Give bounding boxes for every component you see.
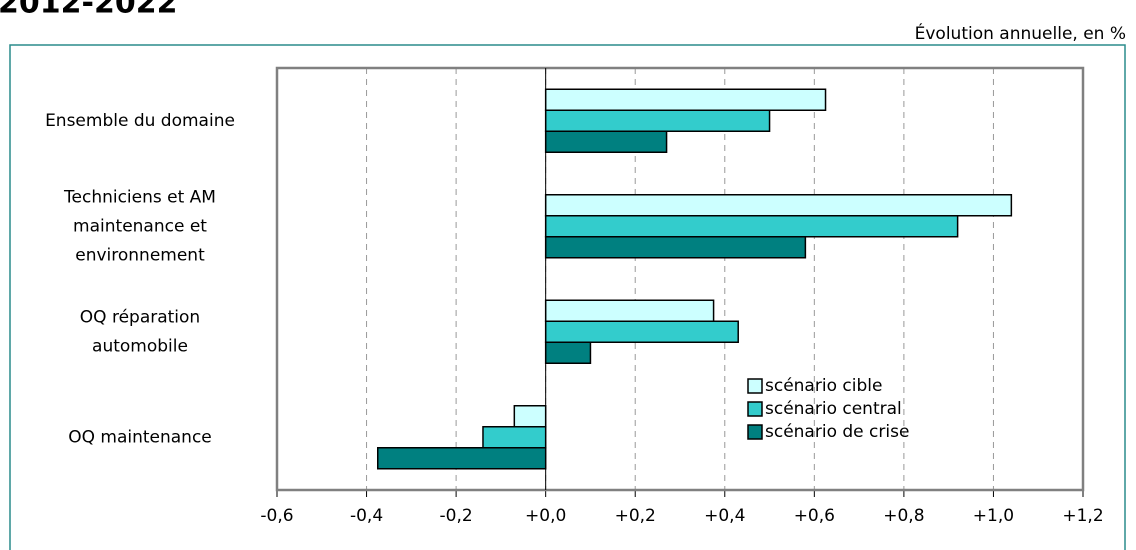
x-tick-label: +0,4 (704, 506, 745, 526)
y-tick-label: automobile (92, 336, 188, 356)
bar (544, 109, 771, 132)
bar (544, 299, 715, 322)
x-tick-label: +0,0 (525, 506, 566, 526)
y-tick-label: maintenance et (73, 216, 207, 236)
x-tick-label: +0,6 (794, 506, 835, 526)
unit-label: Évolution annuelle, en % (915, 22, 1126, 44)
plot-border (275, 66, 1085, 492)
bar (513, 405, 547, 428)
x-tick-label: +1,0 (973, 506, 1014, 526)
y-tick-label: Techniciens et AM (63, 187, 216, 207)
bar (544, 320, 739, 343)
x-tick-label: +0,2 (615, 506, 656, 526)
y-tick-label: OQ réparation (80, 307, 200, 327)
legend-swatch (747, 401, 763, 417)
bar (544, 215, 959, 238)
x-tick-label: +0,8 (883, 506, 924, 526)
bar (544, 130, 668, 153)
legend-swatch (747, 424, 763, 440)
x-tick-label: -0,4 (350, 506, 383, 526)
x-tick-label: -0,2 (440, 506, 473, 526)
bar (544, 194, 1013, 217)
bar (482, 426, 547, 449)
chart-title: 2012-2022 (0, 0, 177, 21)
x-tick-label: -0,6 (260, 506, 293, 526)
legend-label: scénario de crise (765, 422, 909, 442)
x-tick-label: +1,2 (1062, 506, 1103, 526)
legend-label: scénario central (765, 399, 902, 419)
bar (544, 88, 827, 111)
y-tick-label: environnement (75, 245, 205, 265)
y-tick-label: Ensemble du domaine (45, 111, 235, 131)
legend-swatch (747, 378, 763, 394)
bar (377, 447, 547, 470)
y-tick-label: OQ maintenance (68, 427, 212, 447)
bar (544, 341, 592, 364)
legend-label: scénario cible (765, 376, 882, 396)
frame (9, 44, 1126, 550)
bar (544, 236, 807, 259)
